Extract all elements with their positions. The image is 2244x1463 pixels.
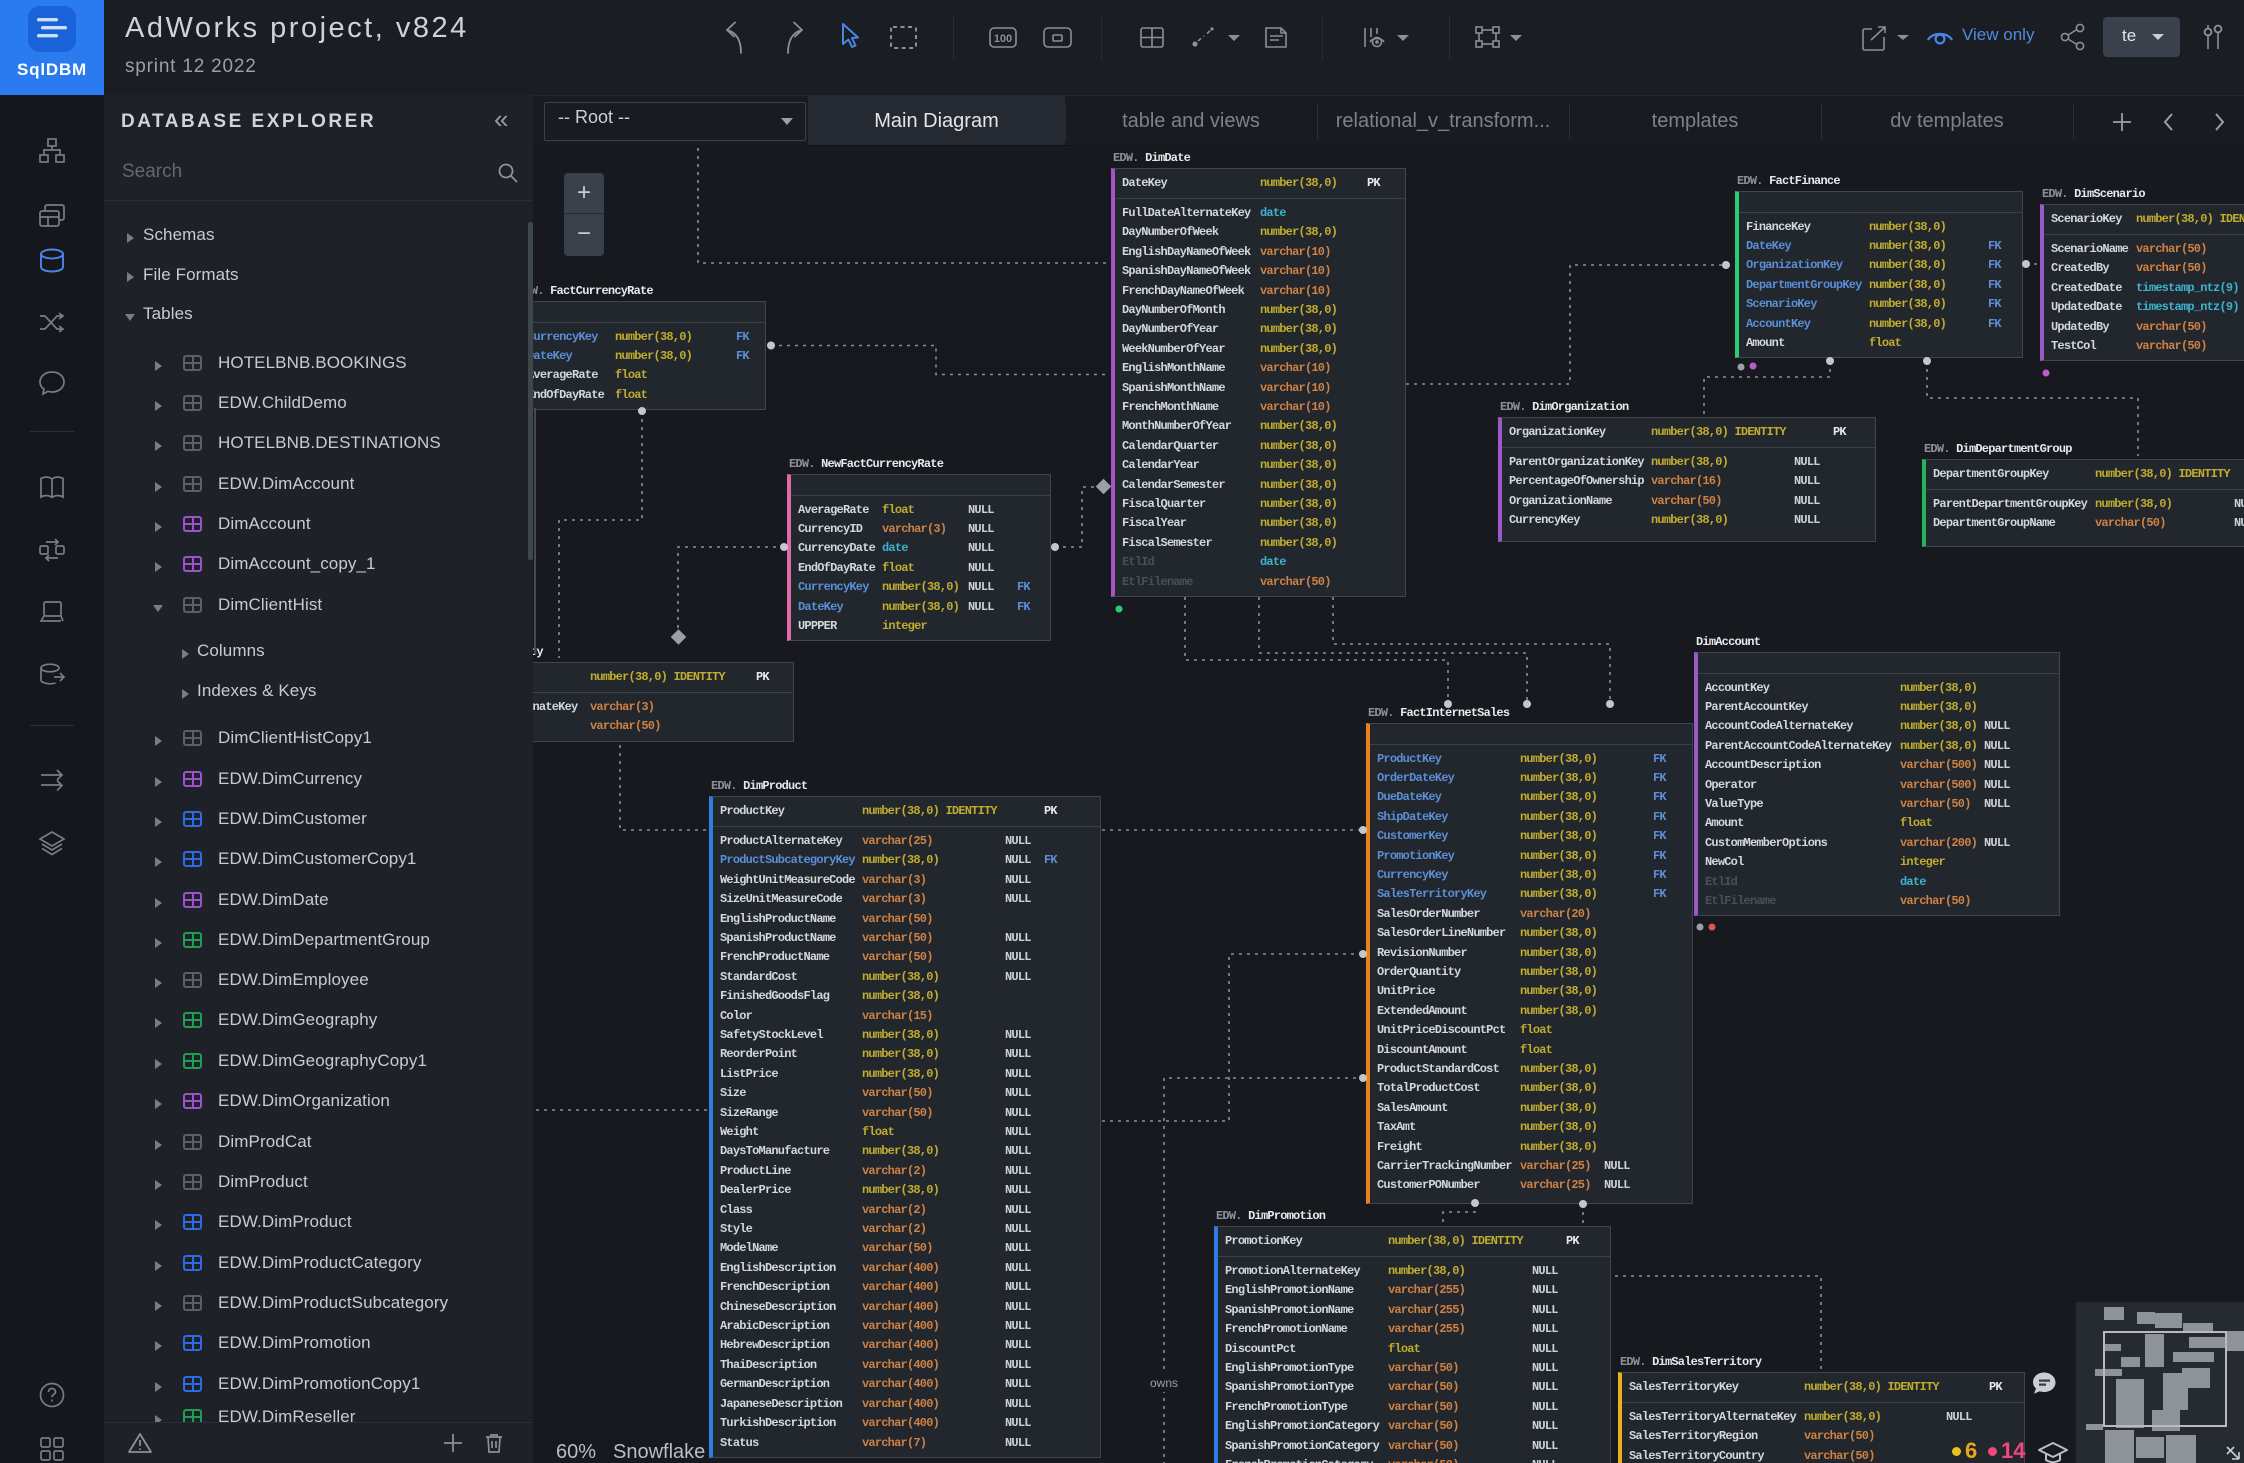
svg-text:100: 100 — [994, 33, 1012, 45]
